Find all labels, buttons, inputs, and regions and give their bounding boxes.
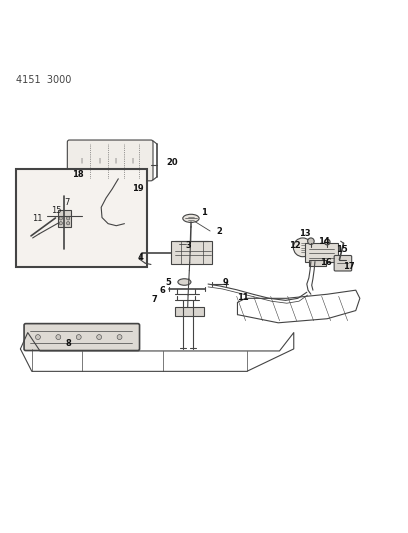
Circle shape — [117, 335, 122, 340]
Text: 11: 11 — [237, 293, 248, 302]
Text: 14: 14 — [318, 237, 329, 246]
Text: 6: 6 — [160, 286, 165, 295]
Text: 19: 19 — [132, 184, 143, 193]
Circle shape — [293, 238, 312, 257]
FancyBboxPatch shape — [334, 255, 352, 271]
Circle shape — [97, 335, 102, 340]
Text: 5: 5 — [166, 278, 171, 287]
Text: 15: 15 — [336, 245, 348, 254]
Bar — [58, 210, 71, 228]
Text: 7: 7 — [64, 198, 70, 207]
Text: |: | — [98, 158, 100, 163]
Text: 15: 15 — [51, 206, 62, 215]
Text: 8: 8 — [66, 338, 71, 348]
Circle shape — [67, 217, 70, 220]
Text: 12: 12 — [289, 241, 300, 250]
Text: |: | — [81, 158, 82, 163]
Circle shape — [59, 217, 62, 220]
Bar — [171, 241, 212, 264]
Text: 2: 2 — [217, 227, 222, 236]
Ellipse shape — [178, 279, 191, 285]
Circle shape — [67, 222, 70, 225]
FancyBboxPatch shape — [67, 140, 153, 181]
FancyBboxPatch shape — [24, 324, 140, 351]
Circle shape — [59, 222, 62, 225]
Circle shape — [76, 335, 81, 340]
Bar — [175, 308, 204, 316]
Text: 13: 13 — [299, 229, 311, 238]
Circle shape — [324, 239, 330, 245]
Text: |: | — [115, 158, 116, 163]
Circle shape — [35, 335, 40, 340]
Text: |: | — [131, 158, 133, 163]
Bar — [16, 168, 147, 266]
Bar — [305, 243, 338, 262]
Circle shape — [308, 238, 314, 245]
Text: 17: 17 — [343, 262, 355, 271]
Text: 9: 9 — [222, 278, 228, 287]
Ellipse shape — [183, 214, 199, 222]
Text: 4: 4 — [138, 253, 144, 262]
Text: 3: 3 — [186, 241, 191, 250]
Text: 1: 1 — [201, 208, 207, 217]
Text: 7: 7 — [151, 295, 157, 304]
Text: 16: 16 — [321, 258, 332, 267]
Text: 11: 11 — [32, 214, 43, 223]
Circle shape — [56, 335, 61, 340]
Text: 20: 20 — [166, 158, 178, 167]
Text: 18: 18 — [72, 170, 83, 179]
Bar — [309, 261, 326, 265]
Text: 4151  3000: 4151 3000 — [16, 75, 72, 85]
